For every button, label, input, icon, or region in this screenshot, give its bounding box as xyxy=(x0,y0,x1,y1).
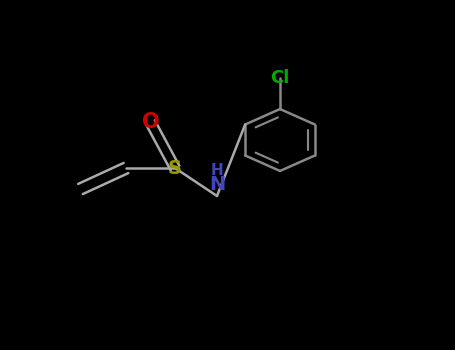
Text: Cl: Cl xyxy=(270,69,290,86)
Text: S: S xyxy=(168,159,182,177)
Text: O: O xyxy=(142,112,159,133)
Text: H: H xyxy=(211,163,223,178)
Text: N: N xyxy=(209,175,225,194)
